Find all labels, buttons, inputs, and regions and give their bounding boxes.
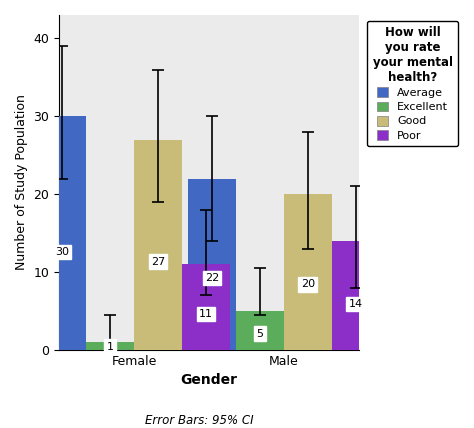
Bar xyxy=(182,264,230,350)
Legend: Average, Excellent, Good, Poor: Average, Excellent, Good, Poor xyxy=(367,21,458,146)
Bar xyxy=(38,116,86,350)
Text: 14: 14 xyxy=(348,299,363,309)
Bar xyxy=(134,140,182,350)
Text: 22: 22 xyxy=(205,273,219,283)
Text: 11: 11 xyxy=(199,309,213,319)
Text: 20: 20 xyxy=(301,279,315,289)
Text: 5: 5 xyxy=(256,329,264,339)
Bar xyxy=(188,178,236,350)
Y-axis label: Number of Study Population: Number of Study Population xyxy=(15,95,28,270)
Text: 30: 30 xyxy=(55,247,69,257)
Text: 1: 1 xyxy=(107,342,114,352)
Bar xyxy=(332,241,380,350)
Text: 27: 27 xyxy=(151,256,165,267)
Bar xyxy=(284,194,332,350)
Bar xyxy=(236,311,284,350)
X-axis label: Gender: Gender xyxy=(181,373,237,387)
Bar xyxy=(86,342,134,350)
Text: Error Bars: 95% CI: Error Bars: 95% CI xyxy=(145,414,254,427)
